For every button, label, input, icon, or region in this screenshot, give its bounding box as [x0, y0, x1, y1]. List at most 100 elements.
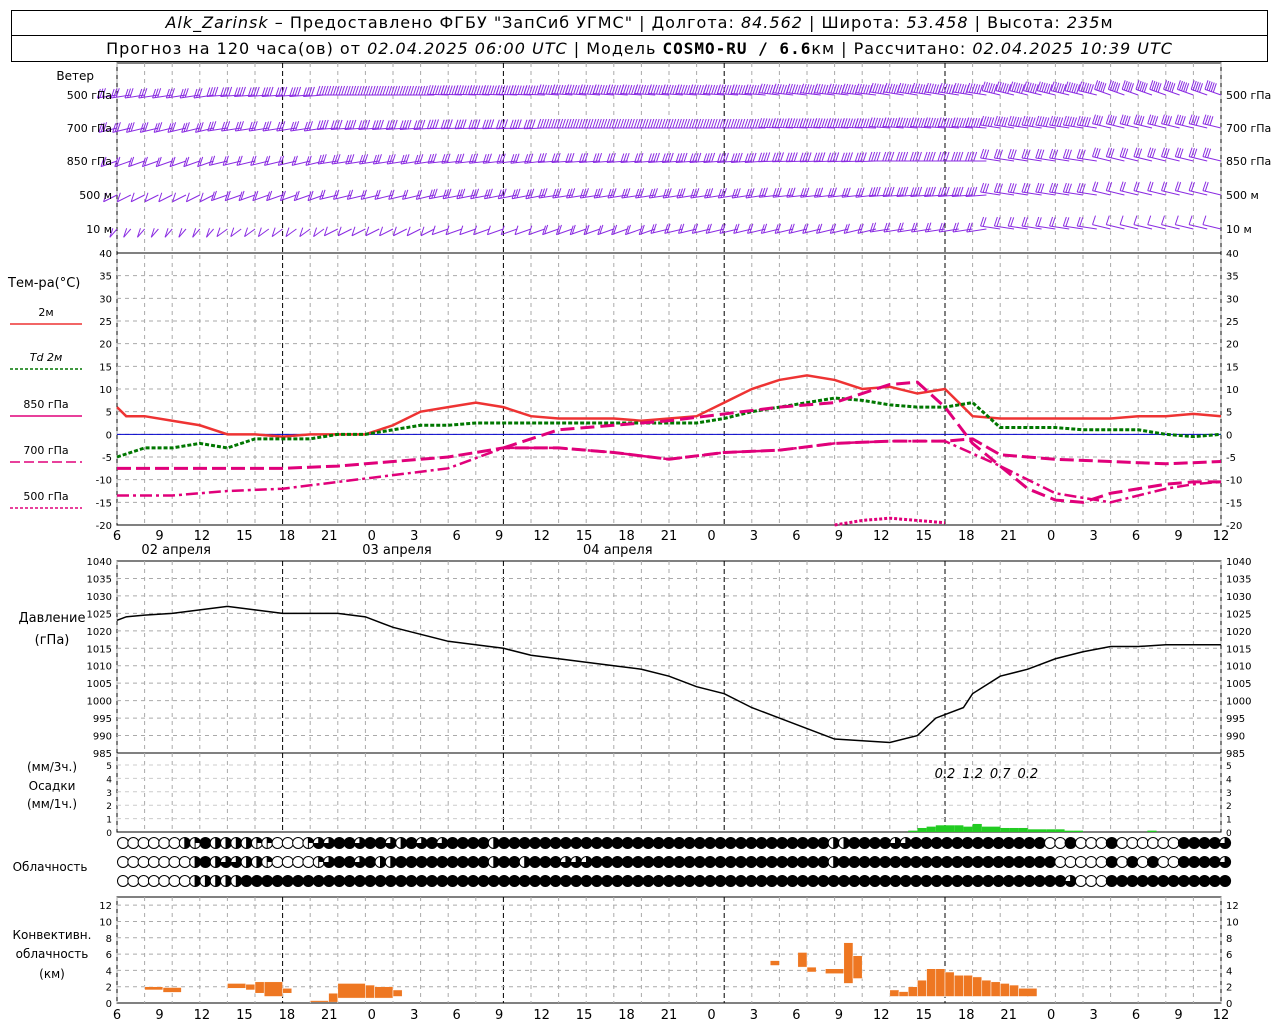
calc-time: 02.04.2025 10:39 UTC	[972, 39, 1173, 58]
conv-tick-label: 0	[106, 999, 112, 1010]
cloud-cover-symbol	[910, 875, 923, 887]
wind-barb	[103, 192, 118, 203]
cloud-cover-symbol	[879, 856, 892, 868]
cloud-cover-symbol	[1023, 875, 1036, 887]
temp-series-line	[117, 439, 1222, 504]
cloud-cover-symbol	[951, 837, 964, 849]
wind-barb	[647, 118, 669, 129]
wind-barb	[1190, 80, 1208, 96]
wind-barb	[951, 151, 973, 162]
wind-barb	[1007, 115, 1028, 129]
wind-barb	[317, 154, 338, 165]
x-tick-label: 6	[1132, 1008, 1140, 1023]
cloud-cover-symbol	[498, 856, 511, 868]
cloud-cover-symbol	[1105, 837, 1118, 849]
wind-barb	[1021, 148, 1042, 162]
cloud-cover-symbol	[374, 856, 387, 868]
wind-barb	[445, 225, 463, 236]
cloud-cover-symbol	[807, 837, 820, 849]
cloud-cover-symbol	[941, 837, 953, 849]
cloud-cover-symbol	[364, 875, 377, 887]
cloud-cover-symbol	[426, 856, 438, 868]
precip-bar	[991, 826, 1001, 832]
wind-barb	[456, 188, 476, 200]
wind-barb	[1078, 81, 1097, 96]
wind-barb	[1092, 215, 1111, 230]
temp-legend-label: 850 гПа	[23, 398, 68, 411]
altitude-value: 235	[1066, 13, 1101, 32]
cloud-cover-symbol	[178, 837, 191, 849]
cloud-cover-symbol	[1105, 875, 1118, 887]
cloud-cover-symbol	[220, 837, 232, 849]
precip-bar	[1000, 827, 1010, 832]
precip-tick-label: 0	[1226, 829, 1232, 839]
wind-barb	[924, 222, 946, 233]
precip-tick-label: 5	[1226, 762, 1232, 772]
x-tick-label: 12	[873, 529, 890, 544]
cloud-cover-symbol	[971, 837, 984, 849]
cloud-cover-symbol	[281, 837, 294, 849]
cloud-cover-symbol	[796, 875, 809, 887]
precip-title: Осадки	[29, 779, 76, 793]
calc-label: | Рассчитано:	[835, 39, 973, 58]
wind-barb	[676, 188, 697, 199]
cloud-cover-symbol	[467, 837, 480, 849]
cloud-cover-symbol	[642, 856, 655, 868]
cloud-cover-symbol	[467, 856, 480, 868]
cloud-cover-symbol	[755, 856, 768, 868]
wind-barb	[1202, 181, 1222, 196]
cloud-cover-symbol	[292, 856, 305, 868]
cloud-cover-symbol	[343, 875, 356, 887]
wind-barb	[323, 226, 339, 237]
pressure-tick-label: 1000	[1226, 697, 1251, 708]
wind-barb	[1121, 80, 1139, 96]
wind-barb	[716, 84, 739, 96]
wind-barb	[1161, 147, 1180, 162]
cloud-cover-symbol	[693, 837, 706, 849]
cloud-cover-symbol	[632, 875, 644, 887]
wind-barb	[1009, 81, 1028, 96]
cloud-cover-symbol	[848, 837, 861, 849]
cloud-cover-symbol	[765, 837, 778, 849]
cloud-cover-symbol	[137, 837, 150, 849]
wind-barb	[771, 152, 794, 163]
wind-barb	[799, 152, 821, 163]
x-tick-label: 18	[958, 1008, 975, 1023]
conv-title-2: облачность	[16, 947, 89, 961]
cloud-cover-symbol	[1198, 837, 1211, 849]
cloud-cover-symbol	[477, 856, 490, 868]
wind-barb	[717, 188, 739, 199]
temp-tick-label: -5	[102, 453, 112, 464]
cloud-cover-symbol	[1074, 856, 1087, 868]
wind-barb	[275, 86, 297, 98]
wind-barb	[1161, 114, 1180, 129]
precip-3h-label: (мм/3ч.)	[27, 760, 77, 774]
temp-tick-label: -5	[1226, 453, 1236, 464]
pressure-tick-label: 1025	[87, 609, 112, 620]
conv-unit: (км)	[39, 967, 65, 981]
cloud-cover-symbol	[714, 875, 727, 887]
wind-barb	[813, 187, 835, 198]
cloud-cover-symbol	[899, 856, 912, 868]
convective-bar	[769, 960, 780, 966]
cloud-cover-symbol	[971, 856, 984, 868]
wind-barb	[158, 192, 173, 203]
wind-barb	[1049, 115, 1070, 129]
wind-level-label: 500 м	[79, 189, 112, 202]
cloud-cover-symbol	[209, 837, 222, 849]
conv-tick-label: 12	[1226, 901, 1239, 912]
wind-barb	[911, 222, 932, 233]
wind-barb	[980, 115, 1001, 129]
wind-barb	[1021, 182, 1042, 196]
wind-barb	[882, 186, 904, 198]
wind-barb	[1092, 114, 1111, 129]
wind-barb	[624, 224, 642, 236]
cloud-cover-symbol	[807, 875, 820, 887]
date-label: 03 апреля	[362, 543, 432, 558]
wind-barb	[1161, 215, 1180, 230]
latitude-label: | Широта:	[802, 13, 907, 32]
cloud-cover-symbol	[518, 856, 531, 868]
cloud-cover-symbol	[498, 837, 511, 849]
cloud-cover-symbol	[395, 837, 408, 849]
precip-bar	[981, 826, 991, 832]
